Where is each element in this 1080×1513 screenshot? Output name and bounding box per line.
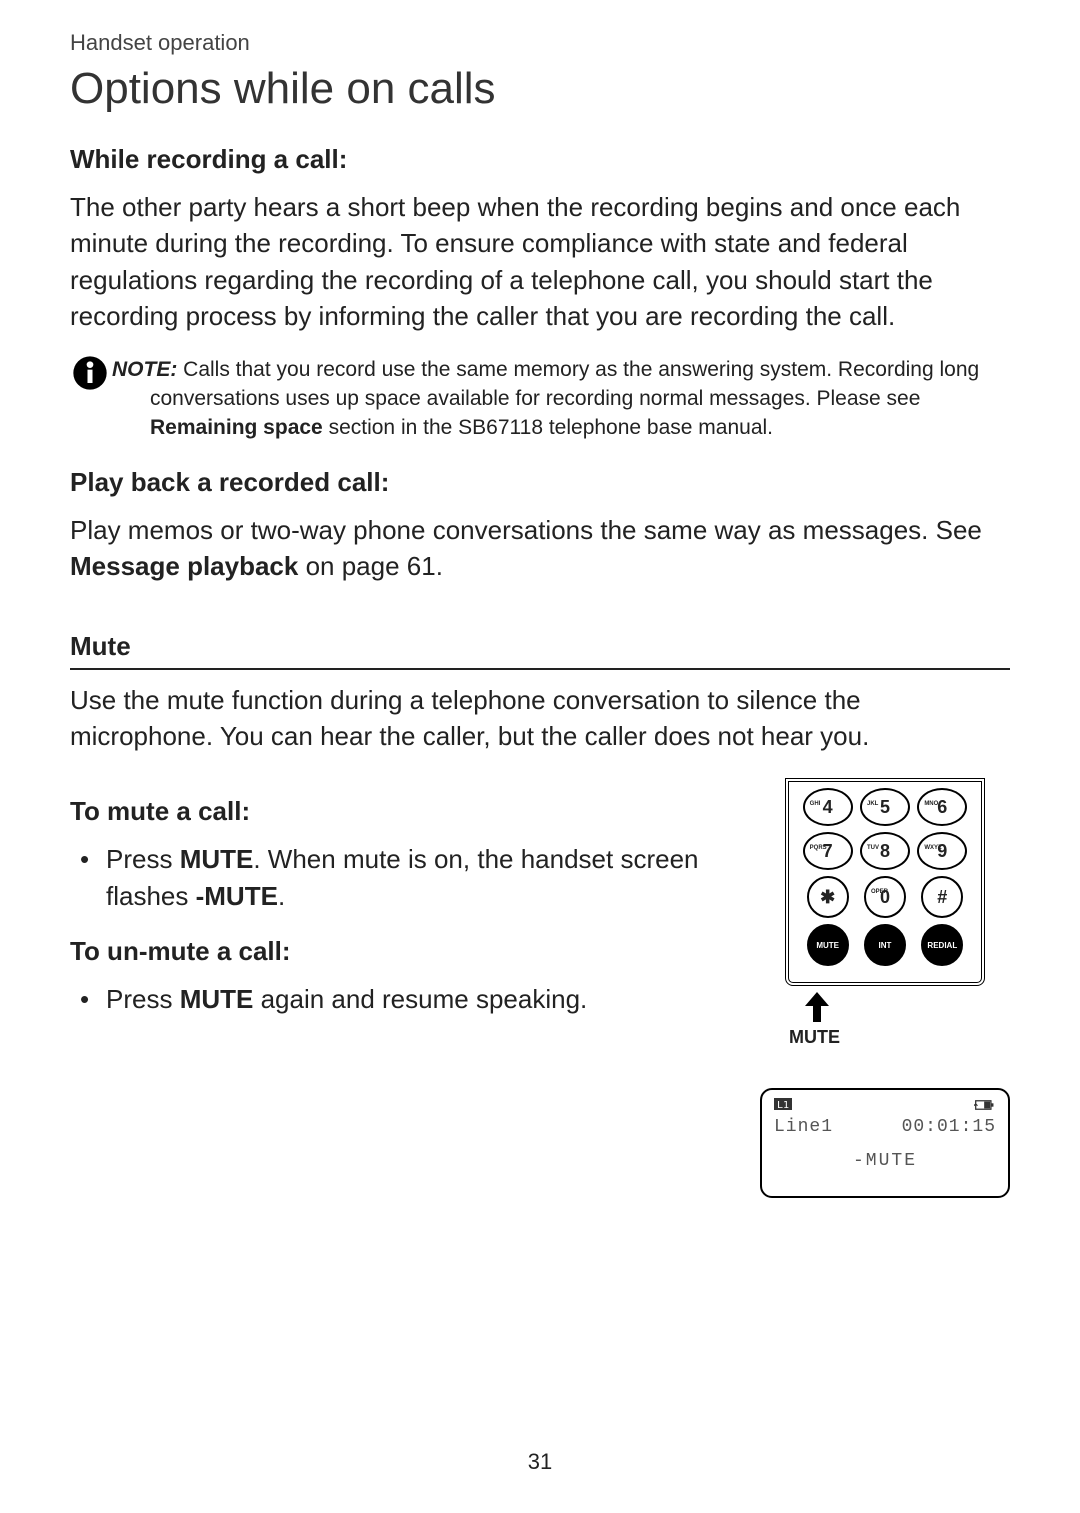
- section-while-recording-head: While recording a call:: [70, 144, 1010, 175]
- keypad: GHI4 JKL5 MNO6 PQRS7 TUV8 WXYZ9 ✱ OPER0 …: [785, 778, 985, 986]
- arrow-up-icon: [805, 992, 829, 1027]
- m2a: Press: [106, 984, 180, 1014]
- page-number: 31: [0, 1449, 1080, 1475]
- note-label: NOTE:: [112, 358, 177, 381]
- keypad-row-1: GHI4 JKL5 MNO6: [799, 788, 971, 826]
- playback-text-2: on page 61.: [298, 551, 443, 581]
- playback-text-1: Play memos or two-way phone conversation…: [70, 515, 982, 545]
- key-0: OPER0: [864, 876, 906, 918]
- key-4: GHI4: [803, 788, 853, 826]
- note-text-2: section in the SB67118 telephone base ma…: [323, 416, 773, 439]
- m2b: MUTE: [180, 984, 254, 1014]
- mute-section-heading: Mute: [70, 631, 1010, 670]
- to-mute-head: To mute a call:: [70, 796, 740, 827]
- key-8: TUV8: [860, 832, 910, 870]
- key-hash: #: [921, 876, 963, 918]
- page-title: Options while on calls: [70, 64, 1010, 114]
- lcd-screen: L1 Line1 00:01:15 -MUTE: [760, 1088, 1010, 1198]
- info-icon: [70, 353, 110, 398]
- key-int: INT: [864, 924, 906, 966]
- note-text: NOTE: Calls that you record use the same…: [116, 355, 1010, 443]
- m2c: again and resume speaking.: [253, 984, 587, 1014]
- mute-left-column: To mute a call: Press MUTE. When mute is…: [70, 774, 740, 1035]
- spacer: [70, 605, 1010, 631]
- key-7: PQRS7: [803, 832, 853, 870]
- keypad-illustration: GHI4 JKL5 MNO6 PQRS7 TUV8 WXYZ9 ✱ OPER0 …: [785, 778, 985, 1048]
- lcd-status-row: L1: [774, 1098, 996, 1117]
- svg-text:L1: L1: [777, 1100, 789, 1111]
- key-5: JKL5: [860, 788, 910, 826]
- section-playback-body: Play memos or two-way phone conversation…: [70, 512, 1010, 585]
- page: Handset operation Options while on calls…: [0, 0, 1080, 1513]
- line-indicator-icon: L1: [774, 1098, 796, 1117]
- to-mute-item: Press MUTE. When mute is on, the handset…: [70, 841, 740, 914]
- key-9: WXYZ9: [917, 832, 967, 870]
- keypad-row-2: PQRS7 TUV8 WXYZ9: [799, 832, 971, 870]
- mute-right-column: GHI4 JKL5 MNO6 PQRS7 TUV8 WXYZ9 ✱ OPER0 …: [760, 774, 1010, 1198]
- mute-head: Mute: [70, 631, 1010, 668]
- keypad-row-4: MUTE INT REDIAL: [799, 924, 971, 966]
- mute-two-column: To mute a call: Press MUTE. When mute is…: [70, 774, 1010, 1198]
- key-6: MNO6: [917, 788, 967, 826]
- lcd-line-row: Line1 00:01:15: [774, 1117, 996, 1137]
- note-text-1: Calls that you record use the same memor…: [150, 358, 979, 410]
- m1d: -MUTE: [196, 881, 278, 911]
- note-block: NOTE: Calls that you record use the same…: [70, 355, 1010, 443]
- m1b: MUTE: [180, 844, 254, 874]
- mute-intro: Use the mute function during a telephone…: [70, 682, 1010, 755]
- to-unmute-list: Press MUTE again and resume speaking.: [70, 981, 740, 1017]
- lcd-mute-text: -MUTE: [774, 1151, 996, 1171]
- keypad-row-3: ✱ OPER0 #: [799, 876, 971, 918]
- keypad-mute-label: MUTE: [789, 1027, 840, 1048]
- to-unmute-item: Press MUTE again and resume speaking.: [70, 981, 740, 1017]
- battery-icon: [974, 1098, 996, 1117]
- to-unmute-head: To un-mute a call:: [70, 936, 740, 967]
- lcd-line-label: Line1: [774, 1117, 833, 1137]
- key-star: ✱: [807, 876, 849, 918]
- m1a: Press: [106, 844, 180, 874]
- lcd-timer: 00:01:15: [902, 1117, 996, 1137]
- note-bold: Remaining space: [150, 416, 323, 439]
- playback-bold: Message playback: [70, 551, 298, 581]
- breadcrumb: Handset operation: [70, 30, 1010, 56]
- m1e: .: [278, 881, 285, 911]
- key-mute: MUTE: [807, 924, 849, 966]
- to-mute-list: Press MUTE. When mute is on, the handset…: [70, 841, 740, 914]
- section-playback-head: Play back a recorded call:: [70, 467, 1010, 498]
- key-redial: REDIAL: [921, 924, 963, 966]
- section-while-recording-body: The other party hears a short beep when …: [70, 189, 1010, 335]
